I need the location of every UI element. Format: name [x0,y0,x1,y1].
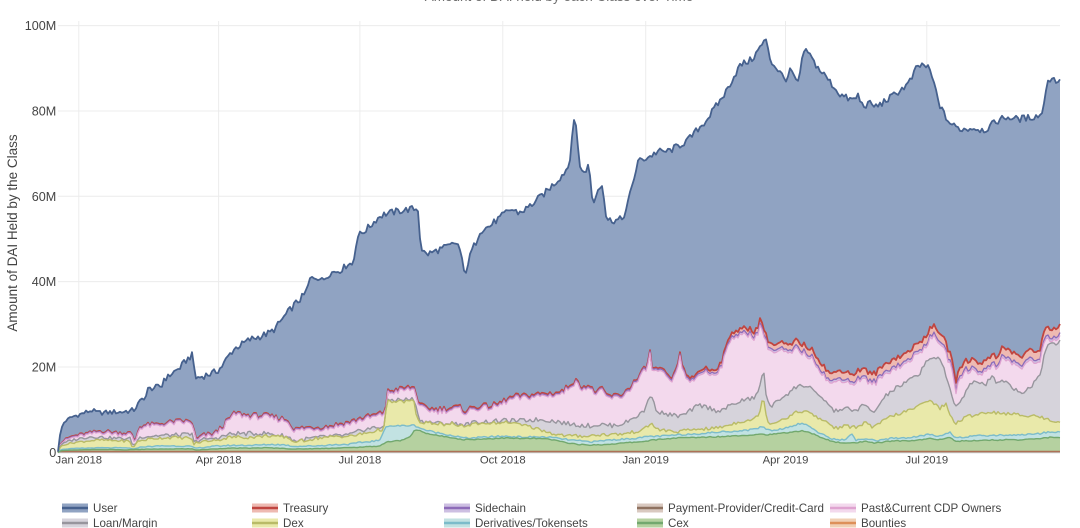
svg-text:Payment-Provider/Credit-Card: Payment-Provider/Credit-Card [668,502,824,515]
svg-text:Past&Current CDP Owners: Past&Current CDP Owners [861,502,1001,515]
svg-text:Derivatives/Tokensets: Derivatives/Tokensets [475,517,588,528]
svg-text:60M: 60M [32,190,57,204]
svg-text:Apr 2019: Apr 2019 [763,455,809,467]
svg-text:Loan/Margin: Loan/Margin [93,517,157,528]
svg-text:100M: 100M [25,19,57,33]
svg-text:Jul 2018: Jul 2018 [339,455,382,467]
svg-text:40M: 40M [32,275,57,289]
svg-text:Treasury: Treasury [283,502,329,515]
svg-text:User: User [93,502,118,515]
svg-text:Jul 2019: Jul 2019 [905,455,948,467]
svg-text:Amount of DAI held by each Cla: Amount of DAI held by each Class over Ti… [425,0,694,4]
svg-text:Jan 2019: Jan 2019 [622,455,668,467]
svg-text:20M: 20M [32,361,57,375]
svg-text:Bounties: Bounties [861,517,906,528]
svg-text:Apr 2018: Apr 2018 [196,455,242,467]
svg-text:0: 0 [49,446,56,460]
svg-text:Dex: Dex [283,517,304,528]
svg-text:Oct 2018: Oct 2018 [480,455,526,467]
svg-text:Sidechain: Sidechain [475,502,526,515]
svg-text:Amount of DAI Held by the Clas: Amount of DAI Held by the Class [5,134,20,332]
svg-text:80M: 80M [32,105,57,119]
svg-text:Jan 2018: Jan 2018 [56,455,102,467]
svg-text:Cex: Cex [668,517,689,528]
